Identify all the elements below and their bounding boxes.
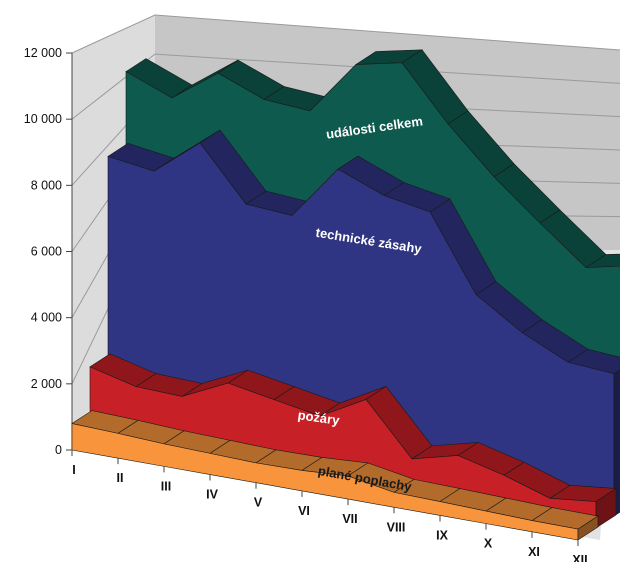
x-tick-label: V [254, 496, 263, 510]
x-tick-label: VIII [387, 520, 406, 534]
ribbon-end-cap [613, 369, 620, 517]
gridline [71, 14, 620, 54]
x-tick-label: VII [342, 512, 357, 526]
series-pozary [89, 353, 617, 529]
x-tick-label: X [484, 537, 493, 551]
series-ribbons [71, 49, 620, 541]
x-tick-label: IV [206, 488, 218, 502]
x-tick-label: XI [528, 545, 540, 559]
y-axis: 0 2 000 4 000 6 000 8 000 10 000 12 000 [24, 46, 72, 457]
y-tick-label: 6 000 [31, 245, 62, 259]
series-label-pozary: požáry [297, 407, 341, 428]
gridline [71, 53, 620, 120]
y-tick-label: 4 000 [31, 311, 62, 325]
x-tick-label: XII [572, 553, 587, 562]
x-tick-label: IX [436, 528, 448, 542]
x-tick-label: II [117, 471, 124, 485]
y-tick-label: 10 000 [24, 112, 62, 126]
x-tick-label: III [161, 479, 171, 493]
y-tick-label: 0 [55, 443, 62, 457]
y-tick-label: 8 000 [31, 178, 62, 192]
series-plane-poplachy [71, 410, 599, 541]
ribbon-end-cap [577, 515, 599, 541]
x-tick-label: VI [298, 504, 310, 518]
y-tick-label: 12 000 [24, 46, 62, 60]
x-tick-label: I [72, 463, 75, 477]
y-tick-label: 2 000 [31, 377, 62, 391]
